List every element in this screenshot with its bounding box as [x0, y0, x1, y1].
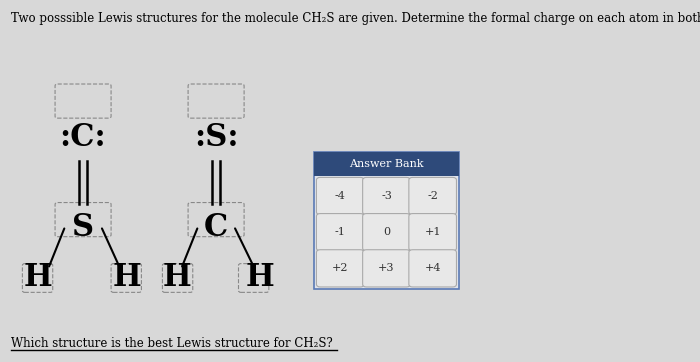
Text: S: S — [72, 212, 94, 243]
Text: :C:: :C: — [60, 122, 106, 153]
Text: H: H — [246, 262, 275, 294]
FancyBboxPatch shape — [316, 250, 364, 287]
FancyBboxPatch shape — [363, 214, 410, 251]
FancyBboxPatch shape — [316, 214, 364, 251]
Text: -4: -4 — [335, 191, 346, 201]
Text: +3: +3 — [378, 263, 395, 273]
Text: H: H — [113, 262, 142, 294]
Text: +1: +1 — [424, 227, 441, 237]
Text: 0: 0 — [383, 227, 390, 237]
Text: Which structure is the best Lewis structure for CH₂S?: Which structure is the best Lewis struct… — [10, 337, 332, 350]
Text: H: H — [163, 262, 192, 294]
Text: H: H — [23, 262, 52, 294]
Text: +2: +2 — [332, 263, 349, 273]
Text: C: C — [204, 212, 228, 243]
Text: Answer Bank: Answer Bank — [349, 159, 424, 169]
FancyBboxPatch shape — [314, 152, 458, 289]
FancyBboxPatch shape — [409, 177, 456, 215]
FancyBboxPatch shape — [314, 152, 458, 176]
FancyBboxPatch shape — [409, 214, 456, 251]
FancyBboxPatch shape — [363, 177, 410, 215]
FancyBboxPatch shape — [409, 250, 456, 287]
Text: :S:: :S: — [194, 122, 239, 153]
FancyBboxPatch shape — [316, 177, 364, 215]
Text: Two posssible Lewis structures for the molecule CH₂S are given. Determine the fo: Two posssible Lewis structures for the m… — [10, 12, 700, 25]
FancyBboxPatch shape — [363, 250, 410, 287]
Text: -1: -1 — [335, 227, 346, 237]
Text: -3: -3 — [381, 191, 392, 201]
Text: +4: +4 — [424, 263, 441, 273]
Text: -2: -2 — [427, 191, 438, 201]
